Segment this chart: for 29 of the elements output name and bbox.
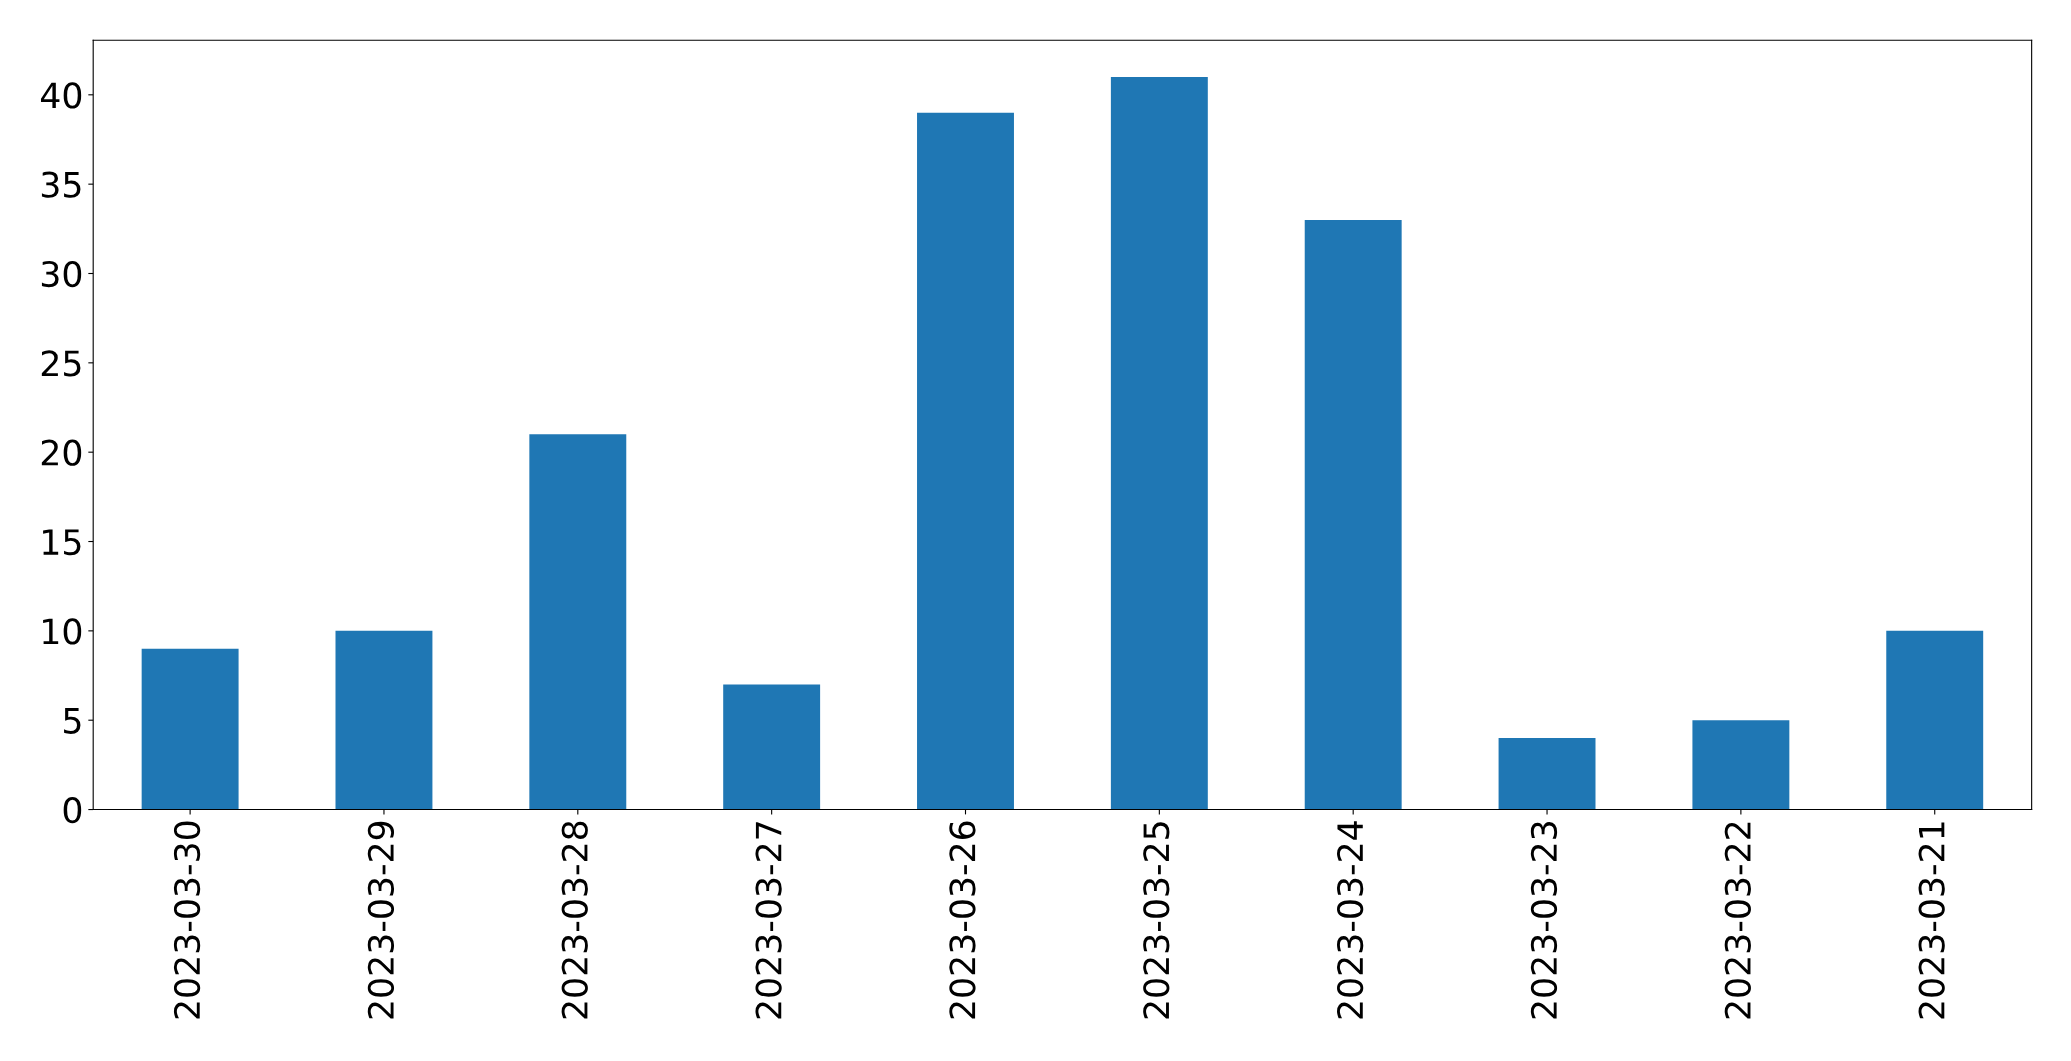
y-tick-label: 35	[41, 171, 81, 198]
y-tick-label: 40	[40, 82, 82, 109]
bar	[1886, 630, 1984, 810]
x-tick-label: 2023-03-24	[1337, 821, 1364, 1019]
y-tick-label: 25	[41, 350, 81, 377]
bar	[1304, 219, 1402, 810]
bar	[723, 684, 821, 810]
bar	[335, 630, 433, 810]
x-tick-label: 2023-03-28	[561, 821, 588, 1019]
bar	[1692, 720, 1790, 810]
bar	[141, 648, 239, 810]
x-tick-label: 2023-03-27	[755, 822, 782, 1019]
y-tick-label: 10	[43, 618, 82, 645]
x-tick-label: 2023-03-26	[949, 821, 976, 1019]
y-tick-label: 15	[43, 529, 81, 556]
bar	[917, 112, 1014, 810]
x-tick-label: 2023-03-30	[173, 821, 201, 1019]
x-tick-label: 2023-03-21	[1918, 822, 1945, 1019]
x-tick-label: 2023-03-23	[1530, 822, 1558, 1019]
bar	[1110, 76, 1208, 810]
x-tick-label: 2023-03-25	[1143, 822, 1170, 1019]
bar	[1498, 738, 1596, 810]
y-tick-label: 20	[41, 439, 82, 466]
y-tick-label: 30	[41, 260, 82, 288]
y-tick-label: 0	[63, 796, 82, 824]
bar	[529, 434, 627, 810]
x-tick-label: 2023-03-22	[1724, 822, 1751, 1019]
y-tick-label: 5	[64, 708, 81, 734]
x-tick-label: 2023-03-29	[367, 821, 395, 1019]
